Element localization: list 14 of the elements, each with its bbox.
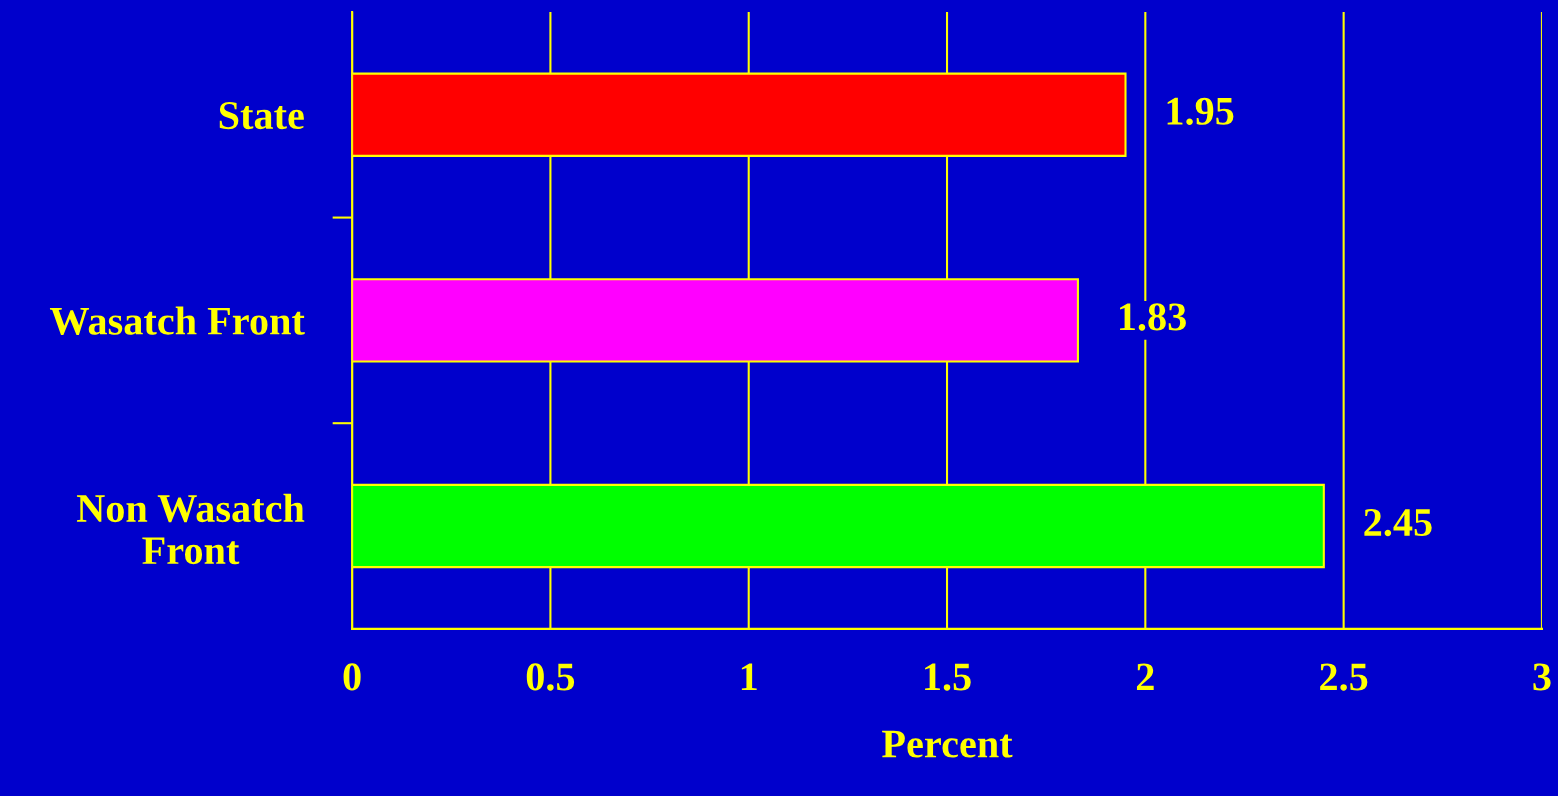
- y-tick-label: Wasatch Front: [49, 306, 305, 335]
- x-tick-label: 0.5: [526, 663, 575, 691]
- x-tick-label: 0: [343, 663, 361, 691]
- y-tick-label: State: [219, 102, 304, 130]
- data-label: 1.95: [1167, 97, 1234, 126]
- data-label: 1.83: [1120, 303, 1186, 331]
- x-tick-label: 2: [1136, 663, 1154, 691]
- x-tick-label: 1.5: [925, 663, 971, 691]
- x-axis-title: Percent: [882, 730, 1013, 758]
- x-tick-label: 1: [741, 663, 757, 691]
- data-label: 2.45: [1364, 509, 1432, 537]
- y-tick-label: Non Wasatch Front: [76, 493, 305, 565]
- x-tick-label: 3: [1533, 663, 1551, 691]
- x-tick-label: 2.5: [1320, 663, 1368, 691]
